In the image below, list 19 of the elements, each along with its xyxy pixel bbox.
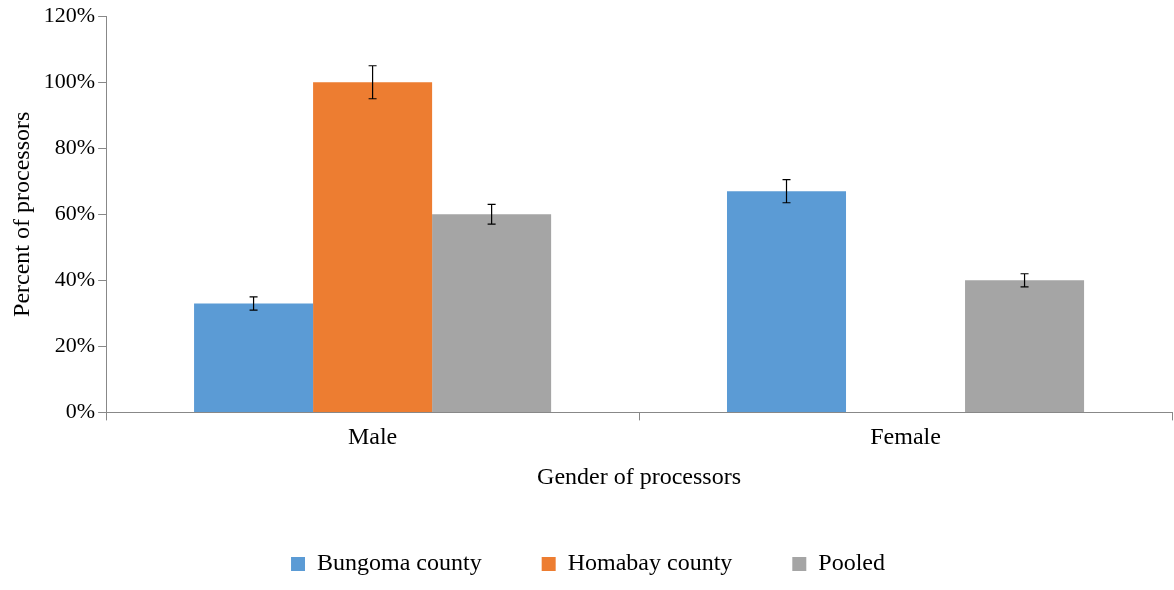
y-tick-label: 120% <box>43 1 96 27</box>
bar <box>313 82 433 412</box>
y-tick-label: 20% <box>54 332 96 358</box>
bar <box>194 303 314 412</box>
x-tick-label: Female <box>870 423 941 450</box>
y-axis-title: Percent of processors <box>7 111 34 317</box>
x-axis-title: Gender of processors <box>537 462 742 489</box>
legend-label: Homabay county <box>567 549 733 576</box>
y-tick-label: 80% <box>54 134 96 160</box>
legend-label: Bungoma county <box>317 549 482 576</box>
y-tick-label: 40% <box>54 266 96 292</box>
bar <box>432 214 552 412</box>
y-tick-label: 100% <box>43 68 96 94</box>
y-tick-label: 60% <box>54 200 96 226</box>
x-tick-label: Male <box>347 423 398 450</box>
legend-label: Pooled <box>818 549 885 576</box>
bar <box>965 280 1085 412</box>
bar <box>727 191 847 412</box>
y-tick-label: 0% <box>65 398 96 424</box>
